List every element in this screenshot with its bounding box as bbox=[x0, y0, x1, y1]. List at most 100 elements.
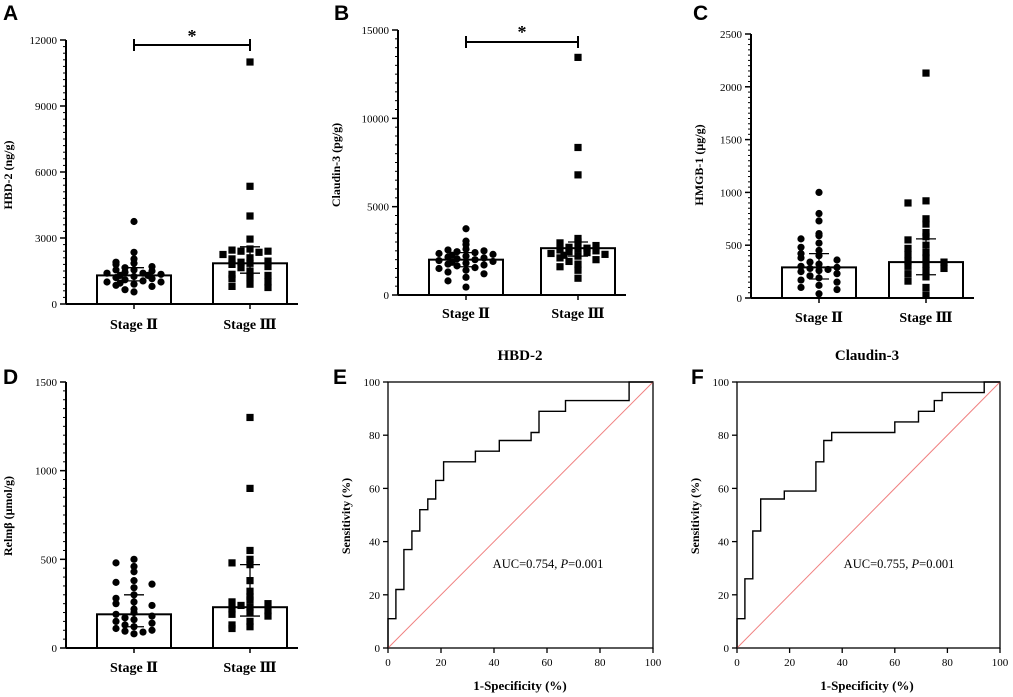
y-tick-label: 80 bbox=[369, 430, 381, 442]
data-point bbox=[453, 248, 461, 256]
data-point bbox=[565, 243, 573, 251]
data-point bbox=[453, 262, 461, 270]
data-point bbox=[833, 285, 841, 294]
data-point bbox=[574, 53, 582, 61]
y-tick-label: 0 bbox=[384, 290, 390, 302]
significance-star: * bbox=[188, 26, 197, 46]
x-tick-label: 60 bbox=[542, 657, 554, 669]
data-point bbox=[121, 286, 129, 294]
data-point bbox=[112, 274, 120, 282]
y-tick-label: 0 bbox=[52, 643, 58, 655]
data-point bbox=[148, 601, 156, 610]
data-point bbox=[121, 627, 129, 635]
data-point bbox=[148, 612, 156, 620]
data-point bbox=[574, 274, 582, 282]
data-point bbox=[435, 256, 443, 265]
data-point bbox=[228, 275, 236, 283]
y-tick-label: 500 bbox=[41, 554, 58, 566]
data-point bbox=[574, 143, 582, 152]
data-point bbox=[833, 256, 841, 264]
data-point bbox=[228, 270, 236, 278]
data-point bbox=[922, 69, 930, 77]
y-tick-label: 15000 bbox=[362, 25, 390, 37]
data-point bbox=[148, 282, 156, 290]
plot-area: 0 5000 10000 15000 bbox=[362, 25, 626, 302]
data-point bbox=[444, 277, 452, 285]
y-tick-label: 12000 bbox=[30, 35, 58, 47]
y-tick-label: 100 bbox=[364, 377, 381, 389]
data-point bbox=[922, 215, 930, 223]
data-point bbox=[815, 232, 823, 240]
data-point bbox=[574, 266, 582, 274]
y-tick-label: 0 bbox=[724, 643, 730, 655]
data-point bbox=[806, 264, 814, 273]
data-point bbox=[264, 600, 272, 608]
data-point bbox=[121, 621, 129, 629]
data-point bbox=[904, 262, 912, 270]
panel-d: D Relmβ (μmol/g) 0 500 1000 1500 Stage Ⅱ St… bbox=[1, 366, 298, 676]
data-point bbox=[130, 248, 138, 256]
data-point bbox=[237, 247, 245, 255]
data-point bbox=[556, 246, 564, 254]
y-tick-label: 500 bbox=[726, 240, 743, 252]
data-point bbox=[130, 555, 138, 563]
data-point bbox=[940, 264, 948, 273]
data-point bbox=[435, 249, 443, 258]
x-tick-label: 40 bbox=[837, 657, 849, 669]
p-symbol: P bbox=[560, 557, 569, 571]
x-tick-label: 100 bbox=[645, 657, 662, 669]
panel-label-b: B bbox=[334, 2, 349, 25]
y-axis-label: HMGB-1 (μg/g) bbox=[692, 124, 706, 205]
data-point bbox=[264, 607, 272, 615]
group-label-stage-2: Stage Ⅱ bbox=[442, 307, 490, 322]
panel-label-f: F bbox=[691, 366, 704, 389]
y-tick-label: 1500 bbox=[720, 135, 743, 147]
y-axis-label: HBD-2 (ng/g) bbox=[1, 140, 15, 209]
data-point bbox=[228, 260, 236, 268]
plot-frame bbox=[387, 381, 654, 649]
y-axis-label: Relmβ (μmol/g) bbox=[1, 476, 15, 556]
y-tick-label: 40 bbox=[369, 537, 381, 549]
data-point bbox=[246, 546, 254, 555]
auc-annotation: AUC=0.754, P=0.001 bbox=[493, 557, 604, 571]
data-point bbox=[480, 254, 488, 262]
y-tick-label: 5000 bbox=[367, 202, 390, 214]
data-point bbox=[560, 251, 568, 259]
data-point bbox=[444, 246, 452, 254]
data-point bbox=[797, 283, 805, 292]
data-point bbox=[103, 278, 111, 286]
data-point bbox=[103, 269, 111, 277]
y-tick-label: 3000 bbox=[35, 233, 58, 245]
data-point bbox=[815, 290, 823, 298]
data-point bbox=[121, 614, 129, 622]
data-point bbox=[237, 264, 245, 272]
data-point bbox=[904, 257, 912, 265]
data-point bbox=[148, 619, 156, 627]
data-point bbox=[592, 247, 600, 255]
panel-label-c: C bbox=[693, 2, 708, 25]
data-point bbox=[228, 605, 236, 613]
data-point bbox=[922, 233, 930, 241]
data-point bbox=[246, 484, 254, 492]
auc-annotation: AUC=0.755, P=0.001 bbox=[844, 557, 955, 571]
y-tick-label: 100 bbox=[713, 377, 730, 389]
group-label-stage-2: Stage Ⅱ bbox=[795, 311, 843, 326]
data-point bbox=[130, 288, 138, 296]
y-tick-label: 2000 bbox=[720, 82, 743, 94]
data-point bbox=[148, 626, 156, 634]
data-point bbox=[797, 243, 805, 251]
data-point bbox=[264, 263, 272, 271]
data-point bbox=[922, 291, 930, 299]
x-axis-label: 1-Specificity (%) bbox=[820, 678, 914, 693]
data-point bbox=[556, 254, 564, 262]
data-point bbox=[444, 260, 452, 268]
data-point bbox=[833, 278, 841, 286]
panel-label-a: A bbox=[3, 2, 18, 25]
data-point bbox=[815, 281, 823, 289]
data-point bbox=[112, 281, 120, 289]
data-point bbox=[480, 247, 488, 255]
y-tick-label: 20 bbox=[369, 590, 381, 602]
p-value: =0.001 bbox=[919, 557, 954, 571]
group-label-stage-2: Stage Ⅱ bbox=[110, 318, 158, 333]
